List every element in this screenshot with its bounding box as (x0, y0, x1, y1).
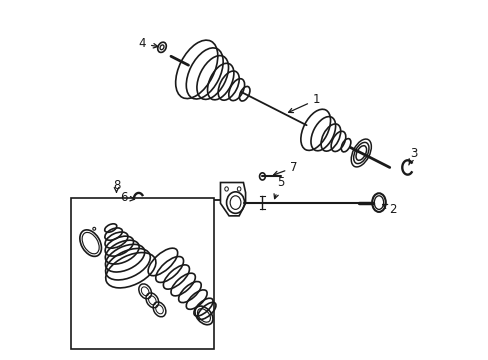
Text: 8: 8 (113, 179, 120, 192)
Text: 3: 3 (408, 147, 417, 165)
Text: 2: 2 (382, 203, 396, 216)
Text: 5: 5 (273, 176, 284, 199)
Text: 4: 4 (138, 37, 158, 50)
Text: 6: 6 (120, 192, 134, 204)
Text: 7: 7 (273, 161, 297, 176)
Text: 1: 1 (288, 93, 320, 113)
Bar (70, 198, 214, 348)
